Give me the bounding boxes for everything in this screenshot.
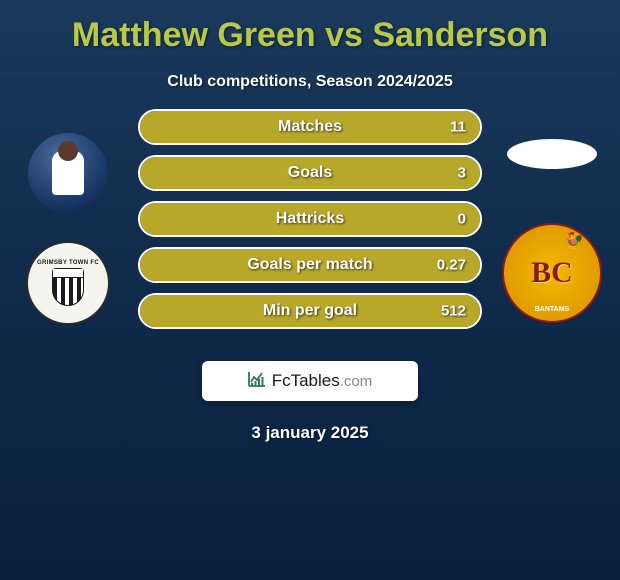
rooster-icon: 🐓 [564,231,584,251]
stat-label: Min per goal [140,302,480,320]
content-row: GRIMSBY TOWN FC Matches 11 Goals 3 Hattr… [0,109,620,339]
crest-right-banner: BANTAMS [535,306,569,313]
date-text: 3 january 2025 [0,423,620,443]
stat-bar-gpm: Goals per match 0.27 [138,247,482,283]
stat-value: 512 [441,303,466,320]
club-crest-left: GRIMSBY TOWN FC [26,241,110,325]
stat-value: 11 [450,119,466,136]
stat-value: 0 [458,211,466,228]
stat-label: Goals per match [140,256,480,274]
brand-box[interactable]: FcTables.com [202,361,418,401]
left-column: GRIMSBY TOWN FC [8,109,128,325]
stat-value: 3 [458,165,466,182]
club-crest-right: 🐓 BC BANTAMS [502,223,602,323]
stat-bar-matches: Matches 11 [138,109,482,145]
page-title: Matthew Green vs Sanderson [0,0,620,55]
stat-bar-hattricks: Hattricks 0 [138,201,482,237]
stat-label: Matches [140,118,480,136]
crest-right-initials: BC [531,256,573,290]
right-column: 🐓 BC BANTAMS [492,109,612,323]
stat-bar-mpg: Min per goal 512 [138,293,482,329]
brand-text: FcTables.com [272,371,373,391]
player-photo-left [28,133,108,213]
player-photo-right [507,139,597,169]
stats-column: Matches 11 Goals 3 Hattricks 0 Goals per… [128,109,492,339]
crest-left-name: GRIMSBY TOWN FC [37,260,99,266]
stat-value: 0.27 [437,257,466,274]
stat-label: Hattricks [140,210,480,228]
chart-icon [248,371,266,392]
stat-bar-goals: Goals 3 [138,155,482,191]
shield-icon [52,268,84,306]
stat-label: Goals [140,164,480,182]
subtitle: Club competitions, Season 2024/2025 [0,73,620,91]
